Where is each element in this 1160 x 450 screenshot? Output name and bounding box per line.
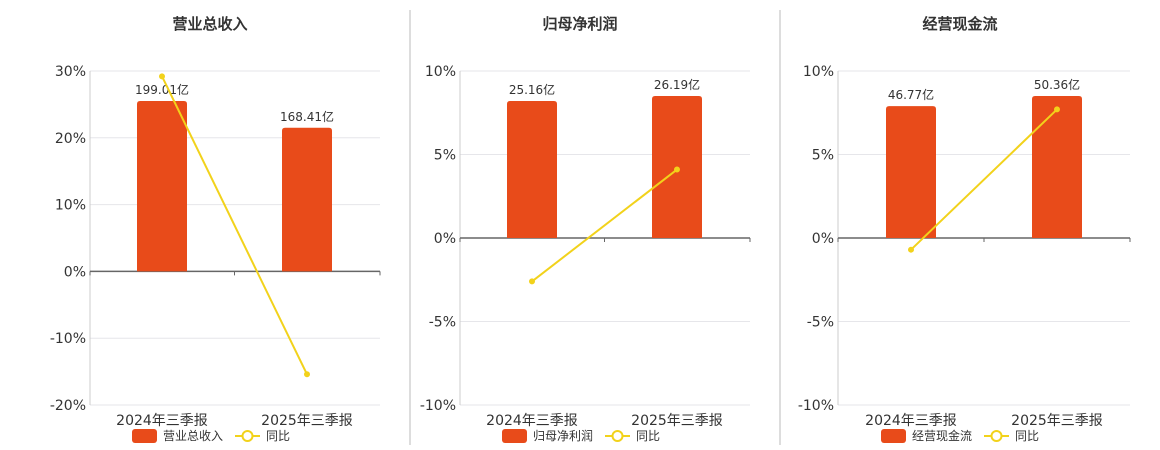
bar [886,106,936,238]
chart-panel-3: 经营现金流 10% 5% 0% -5% -10% 46.77亿 50.36亿 2024年三季报 2… [798,15,1131,443]
y-tick-label: 0% [434,231,456,247]
y-tick-label: 10% [425,64,456,80]
bar-value-label: 199.01亿 [135,82,189,97]
legend-line-marker [241,430,254,442]
bar-value-label: 168.41亿 [280,109,334,124]
legend-bar-label: 经营现金流 [912,428,972,443]
bar-value-label: 26.19亿 [654,77,700,92]
x-tick-label: 2024年三季报 [486,413,578,429]
y-tick-label: -10% [798,398,834,414]
chart-title: 归母净利润 [542,15,617,33]
legend-bar-label: 营业总收入 [163,429,223,443]
y-tick-label: -10% [420,398,456,414]
yoy-point [674,166,680,173]
y-tick-label: -5% [429,315,456,331]
bar-value-label: 25.16亿 [509,82,555,97]
bar [137,101,187,272]
chart-title: 经营现金流 [922,15,997,33]
y-tick-label: 10% [55,198,86,214]
legend-bar-label: 归母净利润 [533,429,593,443]
y-tick-label: 10% [803,64,834,80]
legend-bar-swatch [502,429,527,443]
legend-line-label: 同比 [636,429,660,443]
yoy-line [161,75,308,375]
chart-panel-2: 归母净利润 10% 5% 0% -5% -10% 25.16亿 26.19亿 2024年三季报 2… [420,15,751,443]
x-tick-label: 2025年三季报 [261,413,353,429]
legend-line-label: 同比 [1015,429,1039,443]
legend-bar-swatch [132,429,157,443]
y-tick-label: -20% [50,398,86,414]
x-tick-label: 2024年三季报 [865,413,957,429]
y-tick-label: 5% [812,148,834,164]
legend-line-label: 同比 [266,429,290,443]
bar [1032,96,1082,238]
yoy-point [304,371,310,378]
y-tick-label: 5% [434,148,456,164]
yoy-point [529,278,535,285]
bar-value-label: 46.77亿 [888,87,934,102]
yoy-line [910,108,1058,251]
x-tick-label: 2025年三季报 [631,413,723,429]
legend-line-marker [990,430,1003,442]
bar-value-label: 50.36亿 [1034,77,1080,92]
y-tick-label: -5% [807,315,834,331]
chart-title: 营业总收入 [172,15,247,33]
y-tick-label: -10% [50,331,86,347]
y-tick-label: 0% [64,264,86,280]
bar [507,101,557,238]
x-tick-label: 2024年三季报 [116,413,208,429]
legend-bar-swatch [881,429,906,443]
y-tick-label: 30% [55,64,86,80]
bar [282,127,332,272]
yoy-line [531,168,678,283]
x-tick-label: 2025年三季报 [1011,413,1103,429]
yoy-point [908,246,914,253]
y-tick-label: 0% [812,231,834,247]
yoy-point [1054,106,1060,113]
y-tick-label: 20% [55,131,86,147]
chart-panel-1: 营业总收入 30% 20% 10% 0% -10% -20% 199.01亿 168.41亿 20… [50,15,381,443]
legend-line-marker [611,430,624,442]
yoy-point [159,73,165,80]
